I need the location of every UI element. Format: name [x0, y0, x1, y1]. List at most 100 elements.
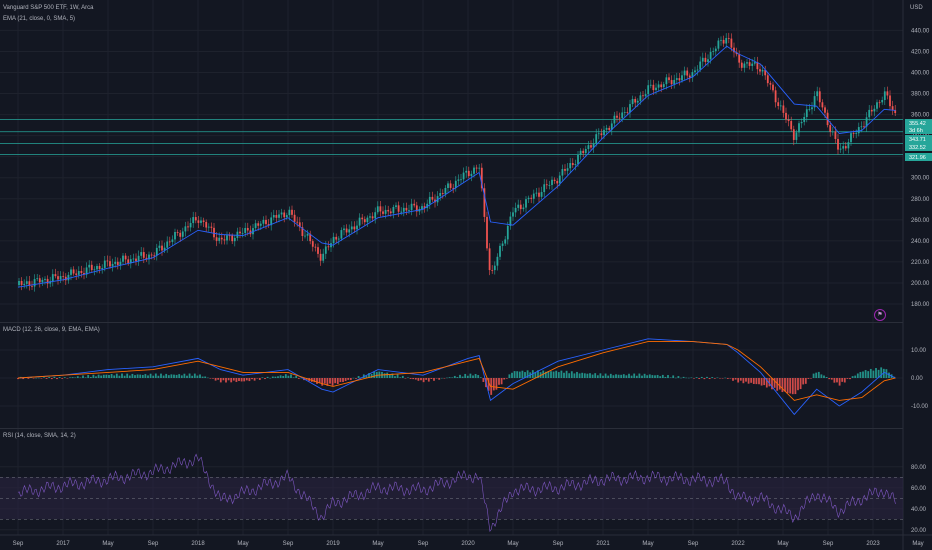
candle [878, 102, 881, 104]
pane-separator[interactable] [0, 322, 903, 323]
macd-histogram-bar [570, 371, 573, 378]
macd-histogram-bar [602, 375, 604, 378]
macd-histogram-bar [537, 370, 539, 378]
macd-histogram-bar [27, 378, 30, 379]
macd-histogram-bar [563, 372, 565, 378]
candle [470, 173, 473, 177]
macd-histogram-bar [326, 378, 329, 386]
macd-histogram-bar [659, 376, 662, 378]
candle [639, 95, 642, 101]
macd-histogram-bar [136, 374, 139, 378]
candle [532, 193, 535, 199]
macd-histogram-bar [765, 378, 768, 388]
macd-histogram-bar [581, 372, 584, 378]
macd-histogram-bar [295, 375, 298, 378]
macd-histogram-bar [357, 376, 360, 378]
macd-histogram-bar [477, 375, 480, 378]
macd-histogram-bar [472, 375, 474, 378]
time-axis-tick: 2019 [326, 541, 340, 547]
rsi-indicator-label[interactable]: RSI (14, close, SMA, 14, 2) [3, 433, 76, 439]
candle [72, 269, 75, 274]
candle [730, 38, 733, 48]
macd-histogram-bar [734, 378, 737, 380]
candle [202, 220, 205, 222]
candle [161, 245, 163, 251]
macd-histogram-bar [448, 377, 451, 378]
candle [790, 121, 793, 130]
macd-histogram-bar [703, 378, 706, 380]
candle [876, 102, 878, 109]
macd-histogram-bar [812, 373, 815, 378]
macd-histogram-bar [750, 378, 753, 383]
candle [106, 260, 109, 262]
candle [298, 222, 301, 228]
macd-histogram-bar [817, 371, 820, 378]
candle [717, 40, 720, 49]
candle [514, 207, 517, 213]
candle [777, 102, 780, 106]
candle [296, 221, 299, 223]
candle [38, 278, 41, 283]
candle [454, 180, 457, 188]
macd-histogram-bar [869, 368, 872, 378]
macd-histogram-bar [578, 373, 581, 378]
candle [652, 84, 655, 91]
macd-histogram-bar [258, 378, 261, 380]
ema-indicator-label[interactable]: EMA (21, close, 0, SMA, 5) [3, 16, 76, 22]
macd-histogram-bar [758, 378, 760, 385]
candle [111, 263, 114, 267]
macd-histogram-bar [680, 377, 682, 379]
macd-histogram-bar [344, 378, 347, 381]
candle [657, 84, 660, 88]
time-axis-tick: May [507, 541, 518, 547]
candle [605, 127, 608, 130]
candle [93, 269, 96, 271]
candle [756, 62, 759, 70]
price-axis-tick: 280.00 [911, 197, 930, 203]
macd-histogram-bar [414, 378, 417, 380]
time-axis-tick: May [102, 541, 113, 547]
flag-icon[interactable]: ⚑ [874, 309, 886, 321]
macd-histogram-bar [849, 378, 851, 380]
macd-histogram-bar [433, 378, 435, 381]
macd-indicator-label[interactable]: MACD (12, 26, close, 9, EMA, EMA) [3, 327, 100, 333]
candle [382, 211, 384, 214]
candle [278, 214, 280, 218]
macd-histogram-bar [388, 374, 391, 378]
candle [447, 183, 449, 188]
macd-histogram-bar [456, 377, 459, 378]
candle [631, 98, 634, 105]
candle [283, 212, 286, 218]
candle [538, 192, 540, 197]
candle [787, 119, 790, 122]
candle [488, 248, 491, 271]
candle [649, 84, 652, 86]
candle [421, 206, 423, 210]
macd-histogram-bar [654, 375, 656, 378]
macd-histogram-bar [183, 373, 186, 378]
price-axis-tick: 240.00 [911, 239, 930, 245]
candle [792, 129, 795, 140]
macd-histogram-bar [227, 378, 230, 381]
candle [642, 95, 644, 97]
macd-histogram-bar [568, 373, 571, 378]
candle [140, 252, 143, 256]
macd-histogram-bar [872, 370, 875, 378]
price-axis-tick: 180.00 [911, 302, 930, 308]
macd-histogram-bar [726, 378, 729, 379]
macd-histogram-bar [771, 378, 773, 390]
macd-histogram-bar [128, 375, 131, 378]
candle [324, 246, 327, 254]
candle [384, 209, 387, 214]
pane-separator[interactable] [0, 428, 903, 429]
macd-histogram-bar [342, 378, 344, 382]
candle [124, 255, 127, 260]
macd-histogram-bar [123, 375, 126, 378]
candle [842, 146, 845, 149]
candle [327, 246, 330, 248]
macd-histogram-bar [108, 375, 110, 378]
macd-histogram-bar [628, 373, 630, 378]
macd-histogram-bar [430, 378, 433, 379]
candle [772, 84, 774, 91]
